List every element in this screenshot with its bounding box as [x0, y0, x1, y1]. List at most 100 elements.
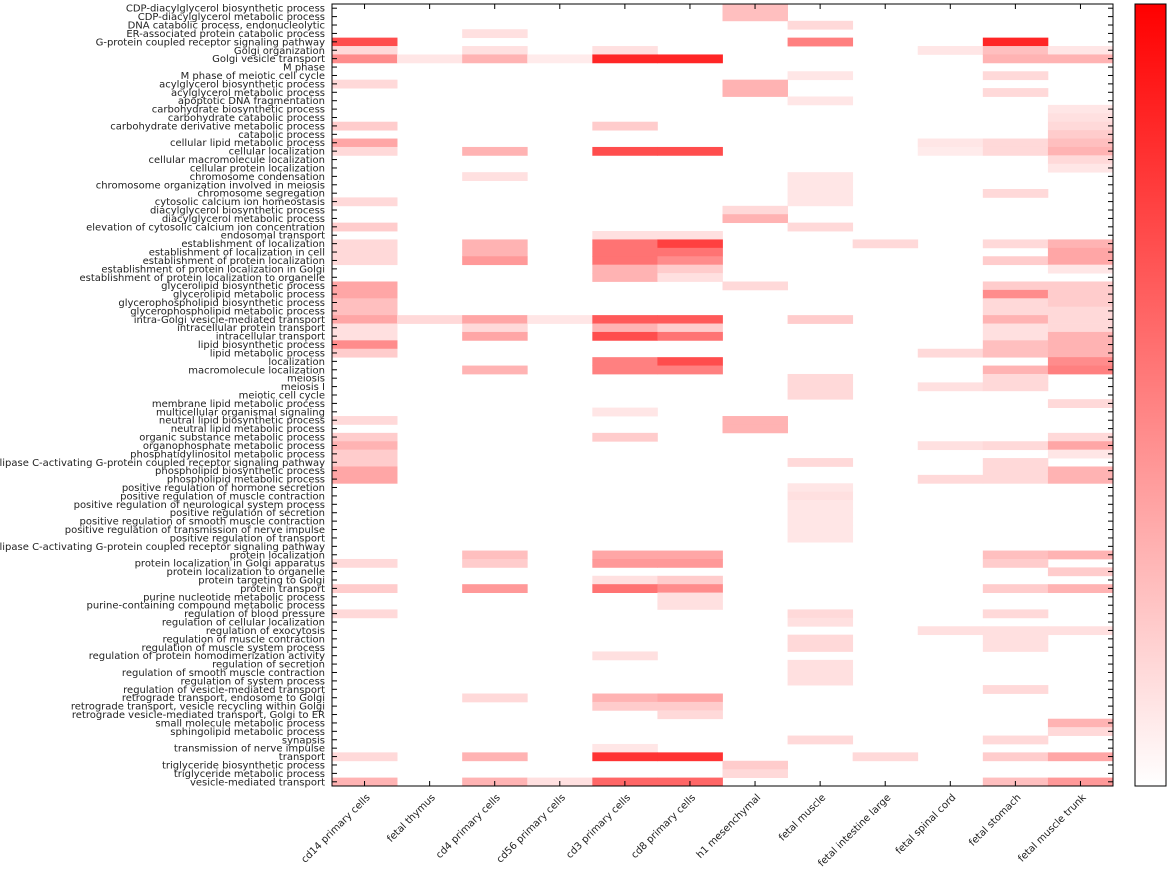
heatmap-cell [657, 315, 723, 324]
y-tick-label: carbohydrate derivative metabolic proces… [110, 121, 325, 132]
heatmap-cell [982, 550, 1049, 560]
heatmap-cell [917, 626, 984, 636]
x-tick-label: fetal stomach [967, 792, 1023, 848]
heatmap-cell [722, 88, 788, 97]
y-tick-label: regulation of cellular localization [162, 618, 325, 629]
y-tick-label: intra-Golgi vesicle-mediated transport [134, 315, 325, 326]
heatmap-cell [332, 432, 398, 442]
heatmap-cell [1047, 239, 1114, 249]
heatmap-cell [1047, 432, 1114, 442]
y-tick-label: organic substance metabolic process [139, 433, 325, 444]
heatmap-cell [722, 769, 788, 778]
heatmap-cell [462, 247, 528, 257]
heatmap-cell [462, 54, 528, 64]
heatmap-cell [1047, 449, 1114, 459]
heatmap-cell [982, 643, 1049, 652]
y-tick-label: organophosphate metabolic process [143, 441, 325, 452]
x-tick-label: cd56 primary cells [495, 792, 568, 865]
heatmap-cell [332, 37, 398, 47]
heatmap-cell [332, 138, 398, 148]
heatmap-cell [787, 525, 854, 535]
x-axis-ticks [364, 4, 1081, 786]
y-tick-label: retrograde transport, vesicle recycling … [71, 702, 325, 713]
heatmap-cell [787, 197, 854, 207]
heatmap-cell [982, 331, 1049, 341]
heatmap-cell [1047, 348, 1114, 358]
heatmap-cell [462, 584, 528, 593]
heatmap-cell [982, 752, 1049, 762]
heatmap-cell [462, 172, 528, 181]
x-tick-label: fetal spinal cord [894, 792, 959, 857]
y-tick-label: positive regulation of transport [170, 533, 325, 544]
heatmap-cell [917, 138, 984, 148]
heatmap-cell [982, 441, 1049, 451]
heatmap-cell [462, 752, 528, 762]
heatmap-cell [1047, 256, 1114, 266]
heatmap-cell [332, 331, 398, 341]
heatmap-cell [787, 609, 854, 619]
heatmap-cell [787, 659, 854, 669]
heatmap-cell [1047, 626, 1114, 636]
y-tick-label: protein targeting to Golgi [198, 575, 325, 586]
heatmap-cell [982, 609, 1049, 619]
heatmap-cell [1047, 163, 1114, 173]
heatmap-cell [332, 348, 398, 358]
heatmap-cell [462, 331, 528, 341]
y-tick-label: glycerolipid biosynthetic process [161, 281, 325, 292]
y-tick-label: M phase of meiotic cell cycle [181, 71, 325, 82]
y-tick-label: diacylglycerol biosynthetic process [150, 206, 325, 217]
heatmap-cell [982, 146, 1049, 156]
heatmap-cell [982, 88, 1049, 97]
y-tick-label: chromosome condensation [190, 172, 325, 183]
heatmap-cell [982, 306, 1049, 316]
y-tick-label: triglyceride metabolic process [174, 769, 325, 780]
y-tick-label: catabolic process [238, 130, 325, 141]
heatmap-cell [592, 46, 658, 55]
heatmap-cell [462, 239, 528, 249]
heatmap-cell [592, 693, 658, 703]
heatmap-cell [592, 231, 658, 240]
heatmap-cell [657, 256, 723, 266]
heatmap-cell [332, 46, 398, 55]
heatmap-cell [982, 735, 1049, 745]
heatmap-cell [787, 617, 854, 627]
heatmap-cell [1047, 281, 1114, 291]
heatmap-cell [592, 752, 658, 762]
heatmap-cell [917, 382, 984, 392]
y-tick-label: diacylglycerol metabolic process [162, 214, 325, 225]
heatmap-cell [332, 146, 398, 156]
heatmap-cell [527, 315, 593, 324]
heatmap-cell [332, 323, 398, 333]
heatmap-cell [462, 46, 528, 55]
heatmap-cell [982, 466, 1049, 476]
heatmap-cell [982, 474, 1049, 484]
heatmap-cell [592, 357, 658, 366]
heatmap-cell [592, 365, 658, 375]
heatmap-cell [592, 651, 658, 661]
heatmap-cell [592, 121, 658, 131]
y-tick-label: retrograde transport, endosome to Golgi [122, 693, 325, 704]
heatmap-cell [1047, 289, 1114, 299]
heatmap-cell [1047, 567, 1114, 577]
heatmap-cell [657, 331, 723, 341]
heatmap-cell [462, 29, 528, 39]
heatmap-cell [982, 54, 1049, 64]
heatmap-cell [787, 315, 854, 324]
heatmap-cell [787, 643, 854, 652]
heatmap-cell [787, 96, 854, 106]
heatmap-cell [657, 264, 723, 274]
heatmap-cell [722, 416, 788, 425]
heatmap-cell [332, 289, 398, 299]
heatmap-cell [1047, 357, 1114, 366]
y-tick-label: M phase [283, 63, 325, 74]
heatmap-cell [592, 331, 658, 341]
heatmap-cell [592, 550, 658, 560]
heatmap-cell [917, 348, 984, 358]
heatmap-cell [787, 533, 854, 543]
y-tick-label: positive regulation of neurological syst… [74, 500, 325, 511]
heatmap-cell [332, 449, 398, 459]
heatmap-cell [1047, 752, 1114, 762]
x-tick-label: cd4 primary cells [434, 792, 503, 861]
heatmap-cell [982, 558, 1049, 568]
heatmap-cell [917, 46, 984, 55]
